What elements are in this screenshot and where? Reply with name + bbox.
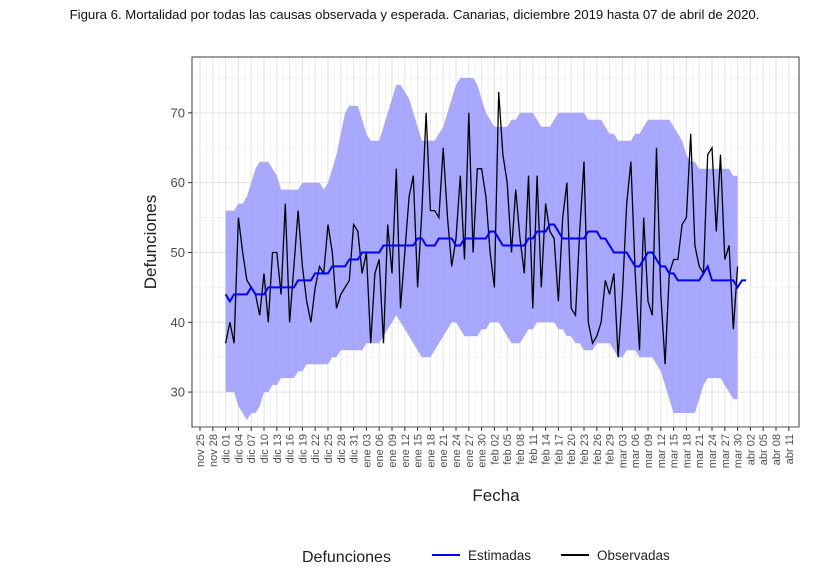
- x-tick-label: ene 09: [387, 434, 399, 468]
- x-tick-label: mar 09: [643, 434, 655, 468]
- x-tick-label: mar 18: [681, 434, 693, 468]
- x-tick-label: feb 14: [541, 434, 553, 465]
- x-tick-label: feb 17: [553, 434, 565, 465]
- y-tick-label: 30: [171, 385, 185, 400]
- x-tick-label: dic 25: [323, 434, 335, 463]
- confidence-band: [225, 77, 738, 421]
- x-tick-label: dic 31: [349, 434, 361, 463]
- x-tick-label: dic 13: [272, 434, 284, 463]
- x-tick-label: mar 15: [669, 434, 681, 468]
- estimated-series-line: [224, 223, 747, 304]
- y-axis-title: Defunciones: [141, 195, 160, 290]
- x-tick-label: feb 11: [528, 434, 540, 464]
- x-tick-label: nov 28: [208, 434, 220, 467]
- x-tick-label: dic 01: [221, 434, 233, 463]
- y-axis-ticks: 30 40 50 60 70: [171, 105, 192, 400]
- x-tick-label: dic 22: [310, 434, 322, 463]
- figure-caption: Figura 6. Mortalidad por todas las causa…: [69, 7, 760, 22]
- x-tick-label: abr 11: [784, 434, 796, 464]
- x-tick-label: ene 30: [477, 434, 489, 468]
- x-tick-label: dic 10: [259, 434, 271, 463]
- x-tick-label: dic 07: [246, 434, 258, 463]
- x-tick-label: dic 04: [233, 434, 245, 463]
- y-tick-label: 40: [171, 315, 185, 330]
- plot-panel-border: [191, 56, 800, 428]
- x-tick-label: feb 05: [502, 434, 514, 465]
- x-tick-label: mar 03: [617, 434, 629, 468]
- x-tick-label: ene 15: [413, 434, 425, 468]
- x-tick-label: ene 24: [451, 434, 463, 468]
- x-axis-title: Fecha: [472, 486, 520, 505]
- x-tick-label: dic 19: [297, 434, 309, 463]
- x-tick-label: ene 21: [438, 434, 450, 468]
- x-tick-label: mar 06: [630, 434, 642, 468]
- x-tick-label: ene 06: [374, 434, 386, 468]
- x-tick-label: feb 20: [566, 434, 578, 465]
- x-axis-ticks: nov 25 nov 28 dic 01 dic 04 dic 07 dic 10 dic …: [195, 427, 796, 468]
- legend-label-estimated: Estimadas: [468, 548, 531, 563]
- x-tick-label: ene 03: [361, 434, 373, 468]
- y-tick-label: 70: [171, 105, 185, 120]
- x-tick-label: ene 18: [425, 434, 437, 468]
- x-tick-label: mar 21: [694, 434, 706, 468]
- x-tick-label: abr 05: [758, 434, 770, 465]
- x-tick-label: mar 27: [720, 434, 732, 468]
- legend-label-observed: Observadas: [597, 548, 670, 563]
- x-tick-label: mar 12: [656, 434, 668, 468]
- observed-series-line: [224, 91, 739, 365]
- x-tick-label: feb 29: [605, 434, 617, 465]
- legend-title: Defunciones: [302, 549, 391, 566]
- x-tick-label: dic 28: [336, 434, 348, 463]
- legend: Defunciones Estimadas Observadas: [302, 548, 670, 566]
- x-tick-label: dic 16: [285, 434, 297, 463]
- x-tick-label: mar 30: [733, 434, 745, 468]
- x-tick-label: feb 26: [592, 434, 604, 465]
- x-tick-label: mar 24: [707, 434, 719, 468]
- y-tick-label: 50: [171, 245, 185, 260]
- x-tick-label: feb 23: [579, 434, 591, 465]
- x-tick-label: abr 08: [771, 434, 783, 465]
- x-tick-label: ene 27: [464, 434, 476, 468]
- x-tick-label: ene 12: [400, 434, 412, 468]
- x-tick-label: nov 25: [195, 434, 207, 467]
- x-tick-label: feb 08: [515, 434, 527, 465]
- x-tick-label: feb 02: [489, 434, 501, 465]
- y-tick-label: 60: [171, 175, 185, 190]
- x-tick-label: abr 02: [745, 434, 757, 465]
